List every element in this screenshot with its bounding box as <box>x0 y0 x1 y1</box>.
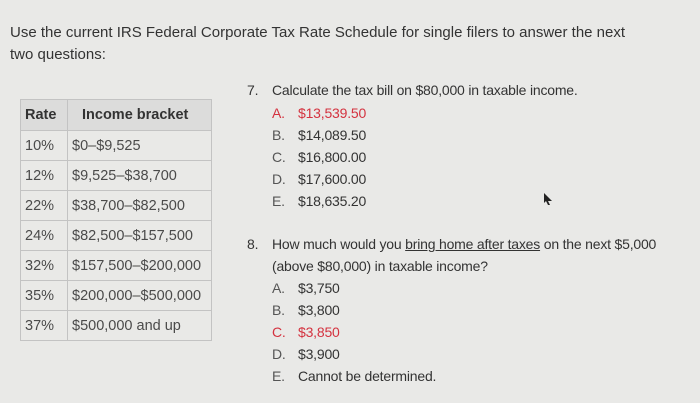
income-bracket-cell: $38,700–$82,500 <box>67 190 212 221</box>
answer-option[interactable]: A. $3,750 <box>272 277 436 299</box>
income-bracket-cell: $500,000 and up <box>67 310 212 341</box>
question-text: How much would you bring home after taxe… <box>272 233 656 255</box>
option-letter: D. <box>272 346 286 362</box>
table-body: 10% $0–$9,525 12% $9,525–$38,700 22% $38,700–… <box>20 130 212 341</box>
answer-option[interactable]: C. $16,800.00 <box>272 146 366 168</box>
instructions-text: Use the current IRS Federal Corporate Ta… <box>10 24 626 63</box>
option-letter: B. <box>272 302 285 318</box>
tax-rate-table: Rate Income bracket 10% $0–$9,525 12% $9,52… <box>20 99 212 341</box>
table-row: 12% $9,525–$38,700 <box>20 160 212 191</box>
mouse-cursor-icon <box>544 193 552 205</box>
answer-option[interactable]: B. $3,800 <box>272 299 436 321</box>
income-bracket-cell: $157,500–$200,000 <box>67 250 212 281</box>
option-text: Cannot be determined. <box>298 368 437 384</box>
underlined-phrase: bring home after taxes <box>405 236 541 252</box>
option-letter: C. <box>272 149 286 165</box>
rate-cell: 22% <box>20 190 68 221</box>
option-text: $13,539.50 <box>298 105 367 121</box>
option-letter: E. <box>272 193 285 209</box>
question-number: 7. <box>247 82 259 98</box>
question-text-line2: (above $80,000) in taxable income? <box>272 258 488 274</box>
option-text: $3,850 <box>298 324 340 340</box>
answer-option[interactable]: C. $3,850 <box>272 321 436 343</box>
table-row: 22% $38,700–$82,500 <box>20 190 212 221</box>
answer-option[interactable]: D. $3,900 <box>272 343 436 365</box>
income-bracket-cell: $0–$9,525 <box>67 130 212 161</box>
option-letter: E. <box>272 368 285 384</box>
question-text: Calculate the tax bill on $80,000 in tax… <box>272 82 578 98</box>
answer-option[interactable]: E. Cannot be determined. <box>272 365 436 387</box>
option-text: $3,750 <box>298 280 340 296</box>
question-text-part: on the next $5,000 <box>540 236 657 252</box>
option-text: $18,635.20 <box>298 193 367 209</box>
option-text: $17,600.00 <box>298 171 367 187</box>
income-bracket-cell: $9,525–$38,700 <box>67 160 212 191</box>
table-header-row: Rate Income bracket <box>20 99 212 131</box>
answer-option[interactable]: D. $17,600.00 <box>272 168 366 190</box>
income-bracket-cell: $82,500–$157,500 <box>67 220 212 251</box>
rate-cell: 37% <box>20 310 68 341</box>
table-row: 24% $82,500–$157,500 <box>20 220 212 251</box>
table-row: 10% $0–$9,525 <box>20 130 212 161</box>
answer-option[interactable]: A. $13,539.50 <box>272 102 366 124</box>
answer-options: A. $3,750 B. $3,800 C. $3,850 D. $3,900 E. Cannot… <box>272 277 436 387</box>
table-row: 37% $500,000 and up <box>20 310 212 341</box>
option-text: $16,800.00 <box>298 149 367 165</box>
header-rate: Rate <box>20 99 68 131</box>
income-bracket-cell: $200,000–$500,000 <box>67 280 212 311</box>
option-letter: C. <box>272 324 286 340</box>
question-number: 8. <box>247 236 259 252</box>
answer-options: A. $13,539.50 B. $14,089.50 C. $16,800.00 D. $1… <box>272 102 366 212</box>
rate-cell: 10% <box>20 130 68 161</box>
rate-cell: 24% <box>20 220 68 251</box>
answer-option[interactable]: E. $18,635.20 <box>272 190 366 212</box>
option-letter: A. <box>272 280 285 296</box>
option-text: $3,900 <box>298 346 340 362</box>
table-row: 32% $157,500–$200,000 <box>20 250 212 281</box>
answer-option[interactable]: B. $14,089.50 <box>272 124 366 146</box>
option-letter: D. <box>272 171 286 187</box>
question-text-part: How much would you <box>272 236 406 252</box>
option-text: $3,800 <box>298 302 340 318</box>
option-text: $14,089.50 <box>298 127 367 143</box>
rate-cell: 32% <box>20 250 68 281</box>
table-row: 35% $200,000–$500,000 <box>20 280 212 311</box>
option-letter: A. <box>272 105 285 121</box>
option-letter: B. <box>272 127 285 143</box>
header-income-bracket: Income bracket <box>67 99 212 131</box>
rate-cell: 35% <box>20 280 68 311</box>
rate-cell: 12% <box>20 160 68 191</box>
